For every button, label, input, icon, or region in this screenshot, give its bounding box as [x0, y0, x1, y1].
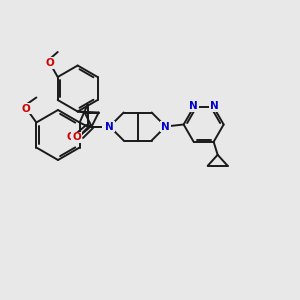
Text: O: O: [72, 133, 81, 142]
Text: N: N: [105, 122, 114, 131]
Text: N: N: [103, 122, 112, 131]
Text: O: O: [22, 103, 31, 113]
Text: N: N: [161, 122, 170, 131]
Text: O: O: [45, 58, 54, 68]
Text: N: N: [210, 101, 219, 111]
Text: O: O: [66, 133, 75, 142]
Text: N: N: [189, 101, 198, 111]
